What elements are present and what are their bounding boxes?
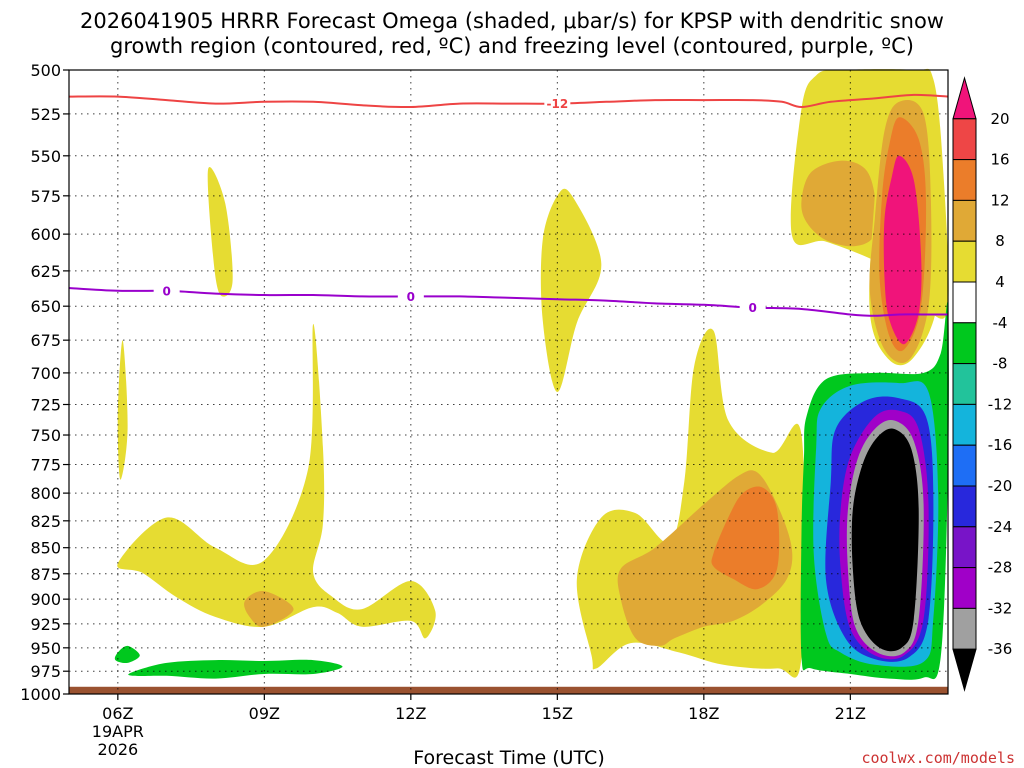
y-tick-label: 975 [30, 662, 61, 681]
ground-bar [69, 686, 948, 694]
omega-region-pos4 [117, 323, 436, 639]
y-tick-label: 775 [30, 456, 61, 475]
ground-layer [69, 686, 948, 694]
credit-text: coolwx.com/models [861, 749, 1015, 767]
y-tick-label: 750 [30, 426, 61, 445]
x-tick-label: 18Z [688, 704, 719, 723]
chart-title-line1: 2026041905 HRRR Forecast Omega (shaded, … [80, 9, 944, 33]
y-tick-label: 900 [30, 590, 61, 609]
freezing-contour-label-bg [153, 282, 180, 299]
y-tick-label: 500 [30, 61, 61, 80]
freezing-contour-label: 0 [748, 301, 756, 315]
grid-lines [69, 70, 948, 694]
colorbar-swatch [952, 159, 977, 201]
plot-frame [68, 69, 949, 695]
y-tick-label: 700 [30, 364, 61, 383]
colorbar-label: 20 [990, 110, 1009, 128]
x-tick-label: 15Z [542, 704, 573, 723]
omega-region-pos4 [207, 166, 233, 297]
omega-region-pos4 [117, 340, 128, 480]
omega-region-pos20 [883, 155, 922, 345]
freezing-contour-label: 0 [407, 290, 415, 304]
x-tick-label: 06Z [102, 704, 133, 723]
colorbar-swatch [952, 567, 977, 609]
colorbar-label: -20 [988, 477, 1013, 495]
y-axis: 500 525 550 575 600 625 650 675 700 725 750 775 800 8… [20, 61, 69, 704]
freezing-contour-line [68, 287, 948, 317]
omega-shading [114, 68, 949, 680]
omega-region-neg8 [128, 659, 343, 679]
freezing-contour-label-bg [397, 288, 424, 305]
colorbar-label: 12 [990, 191, 1009, 209]
x-axis-title: Forecast Time (UTC) [413, 747, 604, 768]
y-tick-label: 575 [30, 187, 61, 206]
x-tick-sublabel: 19APR [92, 722, 144, 741]
colorbar-label: -16 [988, 436, 1013, 454]
y-tick-label: 800 [30, 484, 61, 503]
plot-area: -12 0 0 0 [68, 68, 949, 695]
colorbar-swatch [952, 444, 977, 487]
omega-region-below [851, 428, 919, 652]
y-tick-label: 1000 [20, 685, 61, 704]
colorbar-swatch [952, 648, 977, 692]
colorbar-swatch [952, 485, 977, 528]
y-tick-label: 925 [30, 615, 61, 634]
y-tick-label: 550 [30, 147, 61, 166]
colorbar-label: -8 [993, 355, 1008, 373]
colorbar-swatch [952, 526, 977, 569]
colorbar-label: 4 [995, 273, 1005, 291]
omega-region-pos8 [801, 160, 877, 247]
colorbar-swatch [952, 199, 977, 242]
y-tick-label: 950 [30, 639, 61, 658]
dgz-contour-label: -12 [546, 97, 568, 111]
y-tick-label: 675 [30, 331, 61, 350]
colorbar-label: -4 [993, 314, 1008, 332]
y-tick-label: 875 [30, 565, 61, 584]
x-tick-label: 21Z [835, 704, 866, 723]
y-tick-label: 625 [30, 262, 61, 281]
colorbar-swatch [952, 281, 977, 324]
y-tick-label: 600 [30, 225, 61, 244]
colorbar-label: -12 [988, 395, 1013, 413]
colorbar-label: 16 [990, 151, 1009, 169]
contour-lines: -12 0 0 0 [68, 93, 949, 317]
y-tick-label: 825 [30, 512, 61, 531]
dgz-contour-label-bg [544, 95, 571, 112]
omega-region-neg8 [114, 645, 140, 664]
colorbar-label: 8 [995, 232, 1005, 250]
colorbar-label: -28 [988, 559, 1013, 577]
colorbar-swatch [952, 363, 977, 405]
chart-title-line2: growth region (contoured, red, ºC) and f… [110, 34, 914, 58]
y-tick-label: 650 [30, 297, 61, 316]
colorbar-label: -24 [988, 518, 1013, 536]
omega-region-pos8 [244, 590, 294, 627]
x-tick-label: 12Z [395, 704, 426, 723]
y-tick-label: 850 [30, 539, 61, 558]
colorbar-swatch [952, 240, 977, 283]
colorbar: 20 16 12 8 4 -4 -8 -12 -16 -20 -24 -28 -32 -36 [952, 76, 1013, 692]
colorbar-swatch [952, 76, 977, 120]
colorbar-swatch [952, 403, 977, 446]
x-tick-label: 09Z [249, 704, 280, 723]
y-tick-label: 725 [30, 395, 61, 414]
omega-region-pos4 [540, 188, 602, 393]
colorbar-swatch [952, 118, 977, 161]
freezing-contour-label: 0 [162, 284, 170, 298]
freezing-contour-label-bg [739, 299, 766, 316]
colorbar-swatch [952, 322, 977, 365]
colorbar-label: -32 [988, 599, 1013, 617]
x-tick-sublabel: 2026 [97, 740, 138, 759]
colorbar-swatch [952, 607, 977, 650]
y-tick-label: 525 [30, 105, 61, 124]
colorbar-label: -36 [988, 640, 1013, 658]
omega-region-pos12 [711, 486, 780, 590]
